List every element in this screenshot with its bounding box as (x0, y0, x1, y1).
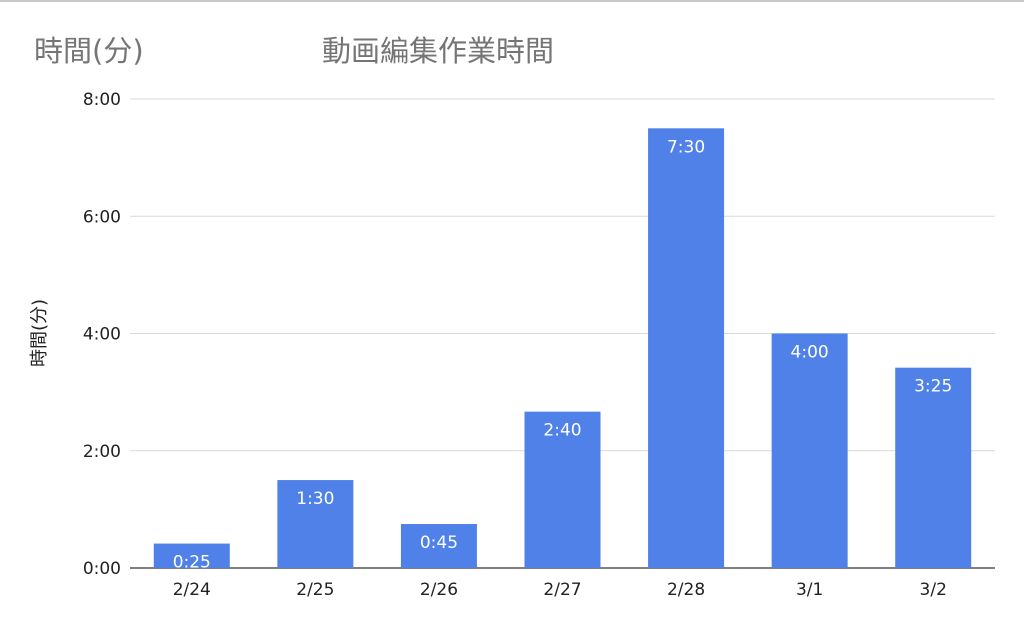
data-label: 4:00 (791, 343, 829, 363)
data-label: 1:30 (296, 489, 334, 509)
chart-title: 動画編集作業時間 (322, 34, 555, 68)
data-label: 0:45 (420, 533, 458, 553)
bar-2-26[interactable] (400, 524, 477, 568)
y-tick-label: 4:00 (83, 325, 121, 345)
bar-2-25[interactable] (277, 480, 354, 568)
data-label: 3:25 (914, 377, 952, 397)
data-label: 2:40 (543, 421, 581, 441)
x-tick-label: 2/27 (543, 580, 581, 600)
chart-corner-label: 時間(分) (34, 34, 144, 68)
x-tick-label: 3/2 (920, 580, 947, 600)
y-tick-labels: 0:00 2:00 4:00 6:00 8:00 (83, 90, 121, 579)
data-label: 0:25 (173, 553, 211, 573)
x-tick-labels: 2/24 2/25 2/26 2/27 2/28 3/1 3/2 (173, 580, 947, 600)
x-tick-label: 2/26 (420, 580, 458, 600)
x-tick-label: 2/28 (667, 580, 705, 600)
y-tick-label: 6:00 (83, 207, 121, 227)
x-tick-label: 2/24 (173, 580, 211, 600)
y-axis-label: 時間(分) (29, 299, 50, 367)
y-tick-label: 2:00 (83, 442, 121, 462)
bar-2-28[interactable] (648, 128, 725, 568)
bar-2-27[interactable] (524, 411, 601, 568)
y-tick-label: 8:00 (83, 90, 121, 110)
bar-3-1[interactable] (771, 333, 848, 569)
y-tick-label: 0:00 (83, 559, 121, 579)
x-tick-label: 3/1 (796, 580, 823, 600)
bar-2-24[interactable] (153, 543, 230, 568)
bars (153, 128, 972, 569)
bar-3-2[interactable] (895, 367, 972, 568)
data-label: 7:30 (667, 137, 705, 157)
data-labels: 0:25 1:30 0:45 2:40 7:30 4:00 3:25 (173, 137, 953, 572)
x-tick-label: 2/25 (296, 580, 334, 600)
